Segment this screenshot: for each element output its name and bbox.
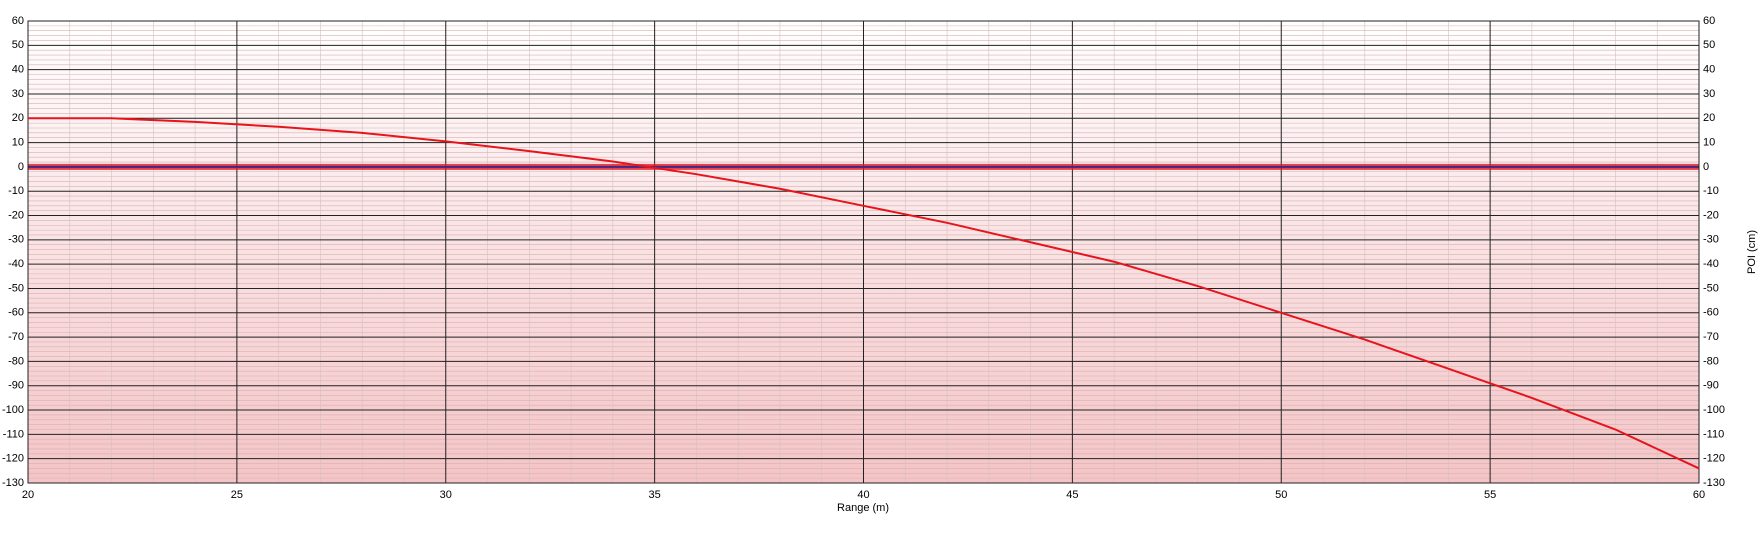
x-tick-label: 25 bbox=[231, 489, 243, 501]
y2-tick-label: -80 bbox=[1703, 355, 1719, 367]
y2-tick-label: -100 bbox=[1703, 404, 1725, 416]
y-tick-label: -100 bbox=[2, 404, 24, 416]
y2-tick-label: -90 bbox=[1703, 380, 1719, 392]
y2-tick-label: -50 bbox=[1703, 282, 1719, 294]
y2-tick-label: 40 bbox=[1703, 64, 1715, 76]
y-tick-label: -50 bbox=[8, 282, 24, 294]
x-tick-label: 35 bbox=[649, 489, 661, 501]
y-tick-label: 10 bbox=[12, 136, 24, 148]
y2-tick-label: 10 bbox=[1703, 136, 1715, 148]
y-tick-label: -110 bbox=[3, 428, 24, 440]
y-tick-label: 40 bbox=[12, 64, 24, 76]
y2-tick-label: 50 bbox=[1703, 39, 1715, 51]
y-tick-label: -120 bbox=[2, 453, 24, 465]
y2-tick-label: -60 bbox=[1703, 307, 1719, 319]
y2-tick-label: -20 bbox=[1703, 209, 1719, 221]
x-axis-label: Range (m) bbox=[837, 502, 889, 514]
y-tick-label: -80 bbox=[8, 355, 24, 367]
y-tick-label: -60 bbox=[8, 307, 24, 319]
y2-tick-label: -10 bbox=[1703, 185, 1719, 197]
y-tick-label: 30 bbox=[12, 88, 24, 100]
x-tick-label: 20 bbox=[22, 489, 34, 501]
y-tick-label: 60 bbox=[12, 15, 24, 27]
data-line bbox=[28, 117, 1700, 470]
y2-tick-label: 20 bbox=[1703, 112, 1715, 124]
y2-tick-label: -110 bbox=[1703, 428, 1724, 440]
plot-frame bbox=[27, 20, 1700, 484]
y2-axis-label: POI (cm) bbox=[1746, 230, 1758, 274]
x-tick-label: 55 bbox=[1484, 489, 1496, 501]
y2-tick-label: -40 bbox=[1703, 258, 1719, 270]
y-tick-label: -70 bbox=[8, 331, 24, 343]
y2-tick-label: -120 bbox=[1703, 453, 1725, 465]
y2-tick-label: 60 bbox=[1703, 15, 1715, 27]
y2-tick-label: 0 bbox=[1703, 161, 1709, 173]
y-tick-label: -130 bbox=[2, 477, 24, 489]
y-tick-label: -20 bbox=[8, 209, 24, 221]
y2-tick-label: -130 bbox=[1703, 477, 1725, 489]
y-tick-label: -90 bbox=[8, 380, 24, 392]
x-tick-label: 50 bbox=[1275, 489, 1287, 501]
x-tick-label: 45 bbox=[1066, 489, 1078, 501]
y-tick-label: 20 bbox=[12, 112, 24, 124]
y2-tick-label: 30 bbox=[1703, 88, 1715, 100]
y-tick-label: -40 bbox=[8, 258, 24, 270]
y-tick-label: -30 bbox=[8, 234, 24, 246]
y2-tick-label: -70 bbox=[1703, 331, 1719, 343]
y-tick-label: 0 bbox=[18, 161, 24, 173]
y2-tick-label: -30 bbox=[1703, 234, 1719, 246]
x-tick-label: 60 bbox=[1693, 489, 1705, 501]
x-tick-label: 40 bbox=[857, 489, 869, 501]
x-tick-label: 30 bbox=[440, 489, 452, 501]
y-tick-label: -10 bbox=[8, 185, 24, 197]
y-tick-label: 50 bbox=[12, 39, 24, 51]
